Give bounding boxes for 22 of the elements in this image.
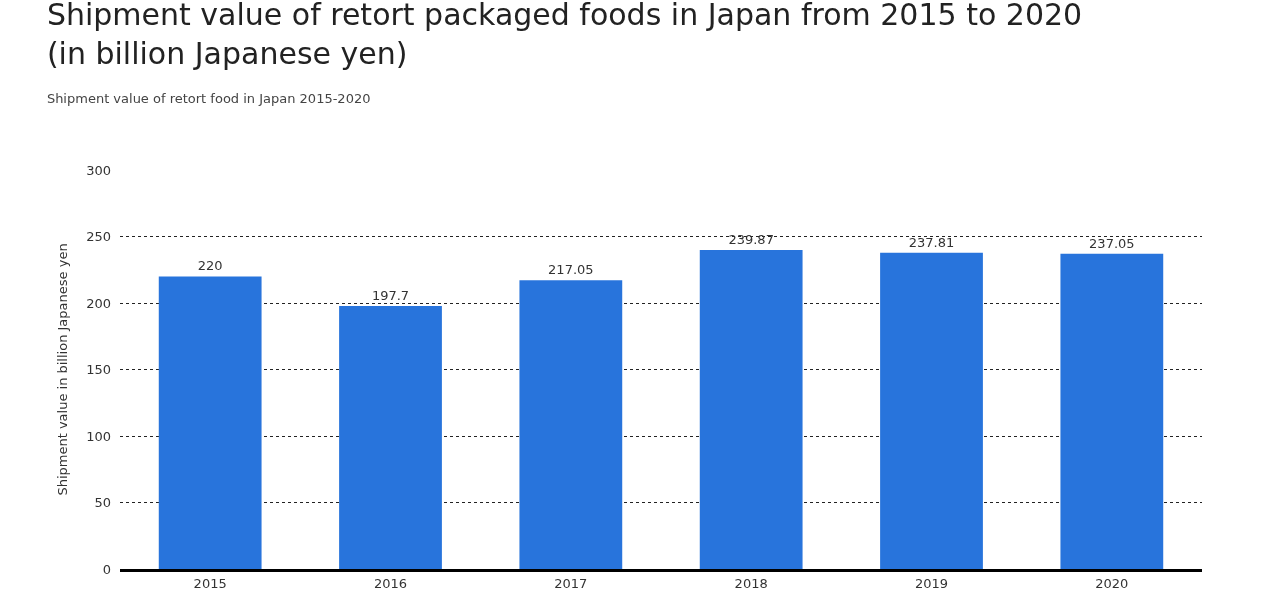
y-tick-label: 150 xyxy=(86,362,111,378)
data-label: 197.7 xyxy=(371,288,410,304)
data-label: 220 xyxy=(197,258,223,274)
y-axis-title: Shipment value in billion Japanese yen xyxy=(55,243,71,496)
y-tick-label: 50 xyxy=(94,495,111,511)
x-tick-label: 2017 xyxy=(554,575,588,591)
x-tick-label: 2016 xyxy=(373,575,408,591)
data-label: 239.87 xyxy=(728,231,774,247)
chart-subtitle: Shipment value of retort food in Japan 2015-2020 xyxy=(46,90,371,106)
x-tick-label: 2018 xyxy=(734,575,768,591)
y-tick-label: 0 xyxy=(102,561,111,577)
y-tick-label: 300 xyxy=(86,162,111,178)
data-label: 237.81 xyxy=(908,234,955,250)
y-tick-label: 250 xyxy=(86,229,111,245)
data-label: 217.05 xyxy=(548,262,594,278)
data-label: 237.05 xyxy=(1089,235,1135,251)
y-tick-label: 200 xyxy=(86,295,111,311)
x-tick-label: 2019 xyxy=(914,575,949,591)
x-tick-label: 2015 xyxy=(193,575,227,591)
chart-title: Shipment value of retort packaged foods in Japan from 2015 to 2020 (in billion Japanese yen) xyxy=(46,0,1083,71)
y-tick-label: 100 xyxy=(86,428,111,444)
x-tick-label: 2020 xyxy=(1095,575,1129,591)
